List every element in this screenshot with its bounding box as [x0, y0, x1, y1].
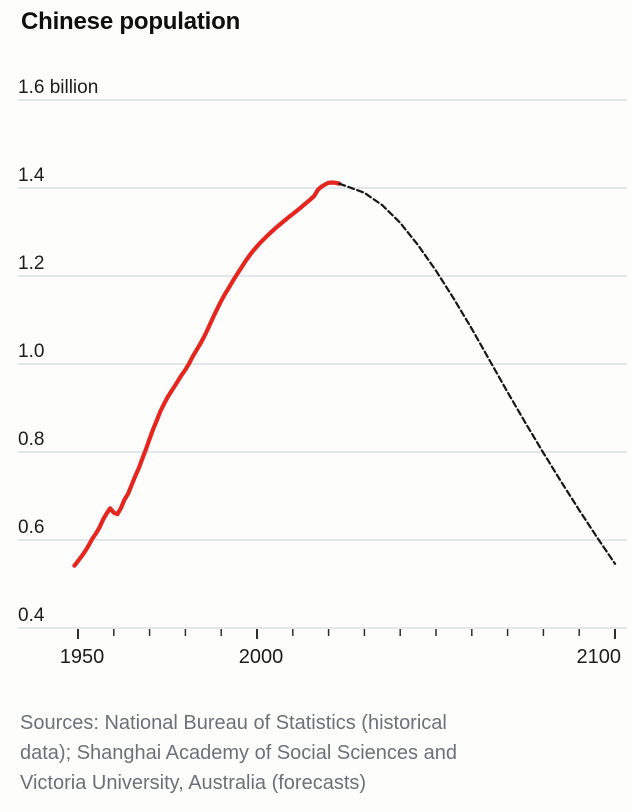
- population-chart: 1.6 billion 1.4 1.2 1.0 0.8 0.6 0.4 1950 2000 210…: [18, 77, 627, 668]
- y-axis-label: 1.0: [18, 341, 44, 362]
- y-axis-label: 1.2: [18, 253, 44, 274]
- x-axis-label: 1950: [60, 646, 105, 668]
- chart-title: Chinese population: [21, 8, 241, 35]
- y-axis-label: 1.6 billion: [18, 77, 98, 98]
- source-note: Sources: National Bureau of Statistics (…: [20, 708, 580, 798]
- y-axis-label: 1.4: [18, 165, 45, 186]
- source-line: Sources: National Bureau of Statistics (…: [20, 712, 447, 734]
- historical-line: [72, 180, 342, 568]
- x-axis-label: 2000: [239, 646, 284, 668]
- source-line: data); Shanghai Academy of Social Scienc…: [20, 742, 457, 764]
- y-axis-label: 0.8: [18, 429, 44, 450]
- source-line: Victoria University, Australia (forecast…: [20, 772, 367, 794]
- y-axis-label: 0.6: [18, 517, 44, 538]
- x-axis-label: 2100: [577, 646, 622, 668]
- y-axis-label: 0.4: [18, 605, 45, 626]
- forecast-line: [338, 182, 617, 565]
